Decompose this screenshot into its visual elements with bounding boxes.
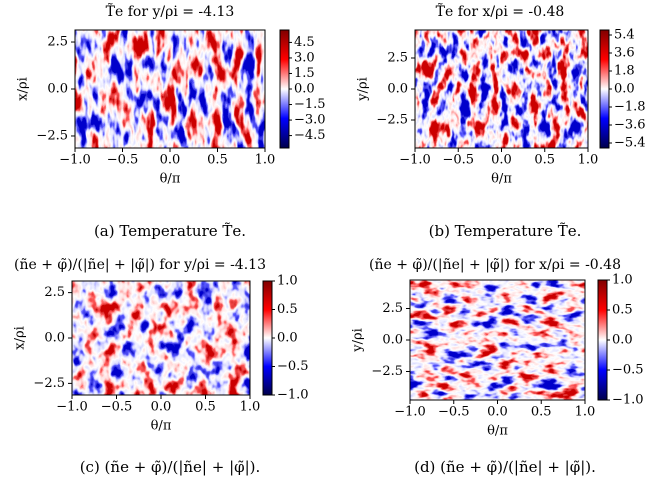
caption: (c) (ñe + φ̃)/(|ñe| + |φ̃|). bbox=[80, 458, 261, 476]
colorbar-tick-label: −1.5 bbox=[294, 97, 326, 112]
colorbar-tick-label: 0.5 bbox=[612, 303, 633, 318]
y-tick-label: 2.5 bbox=[44, 285, 65, 300]
colorbar-tick-label: 5.4 bbox=[614, 28, 635, 43]
x-tick-label: −1.0 bbox=[399, 153, 431, 168]
x-tick-label: 1.0 bbox=[578, 153, 599, 168]
colorbar bbox=[279, 29, 290, 149]
x-tick-label: 0.5 bbox=[195, 400, 216, 415]
colorbar-tick-label: 1.0 bbox=[612, 273, 633, 288]
y-tick-label: −2.5 bbox=[33, 376, 65, 391]
x-axis-label: θ/π bbox=[151, 419, 172, 434]
colorbar-tick-label: 0.0 bbox=[294, 82, 315, 97]
colorbar-tick-label: −4.5 bbox=[294, 128, 326, 143]
panel-title: T̃e for y/ρi = -4.13 bbox=[106, 2, 235, 20]
heatmap-field bbox=[72, 281, 250, 395]
heatmap-field bbox=[415, 30, 588, 148]
x-tick-label: 0.5 bbox=[207, 153, 228, 168]
x-tick-label: 0.0 bbox=[491, 153, 512, 168]
caption: (b) Temperature T̃e. bbox=[429, 222, 582, 240]
y-tick-label: 0.0 bbox=[47, 82, 68, 97]
x-tick-label: −1.0 bbox=[56, 400, 88, 415]
y-axis-label: y/ρi bbox=[356, 77, 371, 102]
x-tick-label: −0.5 bbox=[442, 153, 474, 168]
colorbar-tick-label: 0.0 bbox=[612, 333, 633, 348]
y-tick-label: 2.5 bbox=[387, 51, 408, 66]
colorbar-tick-label: 0.0 bbox=[614, 82, 635, 97]
colorbar-tick-label: −5.4 bbox=[614, 136, 646, 151]
colorbar bbox=[262, 280, 273, 396]
panel-title: (ñe + φ̃)/(|ñe| + |φ̃|) for y/ρi = -4.13 bbox=[14, 257, 266, 273]
colorbar-tick-label: 1.5 bbox=[294, 66, 315, 81]
x-tick-label: −0.5 bbox=[101, 400, 133, 415]
x-axis-label: θ/π bbox=[160, 172, 181, 187]
x-tick-label: −1.0 bbox=[394, 405, 426, 420]
panel-title: T̃e for x/ρi = -0.48 bbox=[436, 2, 565, 20]
x-tick-label: 0.5 bbox=[531, 405, 552, 420]
colorbar bbox=[599, 29, 610, 149]
caption: (d) (ñe + φ̃)/(|ñe| + |φ̃|). bbox=[414, 458, 596, 476]
colorbar-tick-label: −3.0 bbox=[294, 113, 326, 128]
colorbar-tick-label: 0.0 bbox=[277, 331, 298, 346]
x-tick-label: 0.0 bbox=[151, 400, 172, 415]
x-tick-label: −0.5 bbox=[438, 405, 470, 420]
y-tick-label: 0.0 bbox=[387, 82, 408, 97]
x-tick-label: 1.0 bbox=[575, 405, 596, 420]
colorbar-tick-label: 1.0 bbox=[277, 274, 298, 289]
colorbar-tick-label: −1.0 bbox=[612, 393, 644, 408]
y-axis-label: y/ρi bbox=[351, 328, 366, 353]
y-tick-label: −2.5 bbox=[371, 364, 403, 379]
panel-title: (ñe + φ̃)/(|ñe| + |φ̃|) for x/ρi = -0.48 bbox=[369, 257, 621, 273]
colorbar-tick-label: 3.6 bbox=[614, 46, 635, 61]
x-tick-label: 1.0 bbox=[255, 153, 276, 168]
heatmap-field bbox=[75, 30, 265, 148]
y-tick-label: 0.0 bbox=[44, 331, 65, 346]
colorbar-tick-label: 0.5 bbox=[277, 302, 298, 317]
colorbar-tick-label: −1.0 bbox=[277, 388, 309, 403]
x-tick-label: 0.5 bbox=[534, 153, 555, 168]
colorbar bbox=[597, 279, 608, 401]
colorbar-tick-label: 3.0 bbox=[294, 50, 315, 65]
x-tick-label: 1.0 bbox=[240, 400, 261, 415]
colorbar-tick-label: −3.6 bbox=[614, 118, 646, 133]
x-tick-label: −1.0 bbox=[59, 153, 91, 168]
y-axis-label: x/ρi bbox=[13, 326, 28, 350]
x-axis-label: θ/π bbox=[491, 172, 512, 187]
y-tick-label: 0.0 bbox=[382, 333, 403, 348]
colorbar-tick-label: −1.8 bbox=[614, 100, 646, 115]
x-tick-label: 0.0 bbox=[487, 405, 508, 420]
colorbar-tick-label: −0.5 bbox=[277, 359, 309, 374]
x-tick-label: −0.5 bbox=[107, 153, 139, 168]
y-axis-label: x/ρi bbox=[16, 77, 31, 101]
colorbar-tick-label: 4.5 bbox=[294, 35, 315, 50]
y-tick-label: −2.5 bbox=[376, 112, 408, 127]
caption: (a) Temperature T̃e. bbox=[94, 222, 246, 240]
colorbar-tick-label: −0.5 bbox=[612, 363, 644, 378]
y-tick-label: 2.5 bbox=[47, 35, 68, 50]
colorbar-tick-label: 1.8 bbox=[614, 64, 635, 79]
heatmap-field bbox=[410, 280, 585, 400]
y-tick-label: −2.5 bbox=[36, 128, 68, 143]
x-tick-label: 0.0 bbox=[160, 153, 181, 168]
y-tick-label: 2.5 bbox=[382, 301, 403, 316]
x-axis-label: θ/π bbox=[487, 424, 508, 439]
